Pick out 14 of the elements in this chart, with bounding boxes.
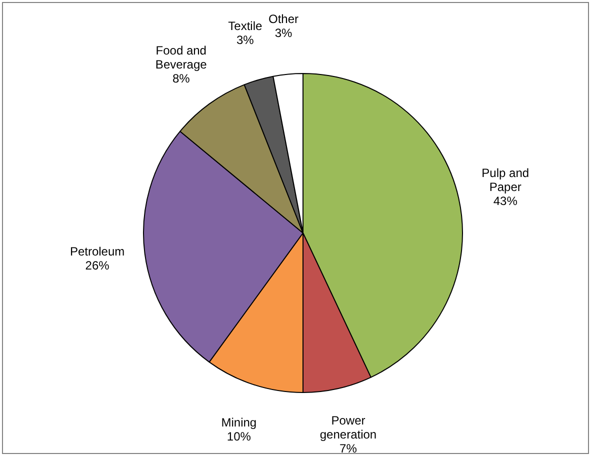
data-label: 3% — [274, 26, 292, 40]
data-label: 3% — [236, 33, 254, 48]
data-label: 7% — [340, 442, 358, 456]
slice-label: Food and Beverage — [155, 44, 208, 72]
data-label: 8% — [172, 72, 190, 86]
slice-label: Pulp and Paper — [482, 166, 530, 194]
slice-label: Petroleum — [70, 244, 125, 258]
slice-label: Power generation — [320, 414, 377, 442]
slice-label: Other — [268, 12, 298, 26]
slice-label: Mining — [221, 416, 257, 430]
data-label: 26% — [85, 258, 110, 272]
data-label: 43% — [493, 194, 518, 208]
slice-label: Textile — [228, 19, 262, 34]
data-label: 10% — [226, 430, 252, 444]
